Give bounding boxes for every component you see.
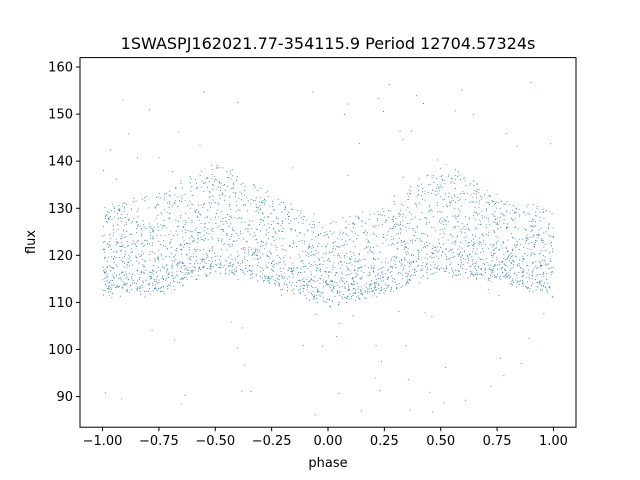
- x-axis-label: phase: [308, 456, 347, 471]
- x-tick-label: 1.00: [539, 434, 568, 449]
- y-axis-label: flux: [24, 230, 39, 254]
- chart-title: 1SWASPJ162021.77-354115.9 Period 12704.5…: [121, 34, 536, 53]
- x-tick-label: −0.25: [252, 434, 292, 449]
- x-tick-label: −0.50: [195, 434, 235, 449]
- y-tick-label: 140: [48, 155, 73, 170]
- y-tick-label: 90: [56, 390, 73, 405]
- x-tick-label: 0.00: [314, 434, 343, 449]
- y-tick-label: 150: [48, 108, 73, 123]
- y-tick-label: 130: [48, 202, 73, 217]
- x-tick-label: 0.75: [483, 434, 512, 449]
- x-tick-label: −0.75: [139, 434, 179, 449]
- x-tick-label: 0.50: [426, 434, 455, 449]
- y-axis: 90 100 110 120 130 140 150 160: [48, 61, 80, 405]
- y-tick-label: 100: [48, 343, 73, 358]
- y-tick-label: 120: [48, 249, 73, 264]
- x-tick-label: 0.25: [370, 434, 399, 449]
- y-tick-label: 160: [48, 61, 73, 76]
- y-tick-label: 110: [48, 296, 73, 311]
- x-tick-label: −1.00: [83, 434, 123, 449]
- x-axis: −1.00 −0.75 −0.50 −0.25 0.00 0.25 0.50 0.75 1.00: [83, 427, 568, 449]
